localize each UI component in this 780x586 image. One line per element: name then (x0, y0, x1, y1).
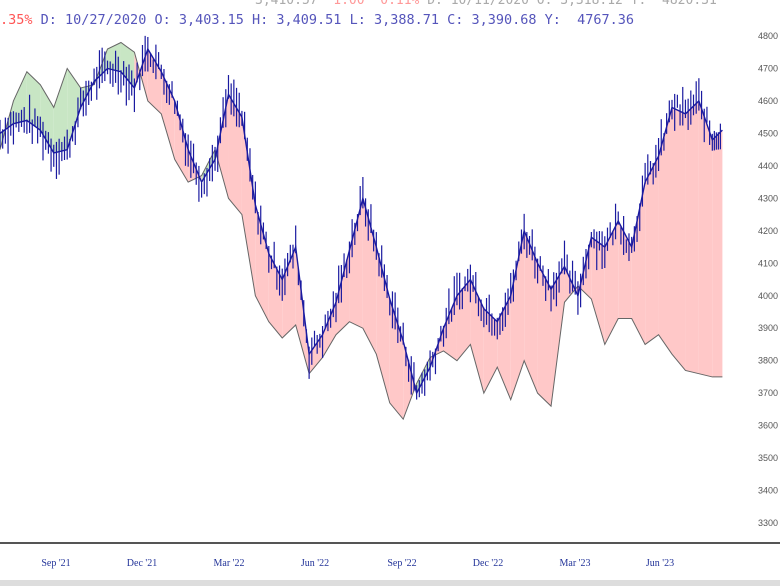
fill-band (147, 48, 162, 114)
previous-bar-readout: 3,410.57 1.00 0.11% D: 10/11/2020 O: 3,3… (255, 0, 717, 8)
x-tick-label: Mar '22 (214, 558, 245, 569)
fill-band (416, 357, 431, 394)
scrollbar[interactable] (0, 580, 780, 586)
y-tick-label: 4300 (758, 193, 778, 203)
y-tick-label: 3700 (758, 388, 778, 398)
fill-band (645, 156, 659, 345)
fill-band (631, 182, 646, 345)
fill-band (389, 299, 404, 420)
fill-band (497, 295, 511, 400)
fill-band (309, 334, 323, 374)
fill-band (712, 130, 723, 377)
fill-band (255, 204, 269, 322)
y-tick-label: 3400 (758, 486, 778, 496)
fill-band (618, 221, 632, 319)
high-value: H: 3,409.51 (252, 12, 342, 28)
y-tick-label: 4700 (758, 63, 778, 73)
indicator-line (0, 41, 723, 421)
x-tick-label: Sep '22 (387, 558, 416, 569)
date-value: D: 10/27/2020 (40, 12, 147, 28)
fill-band (215, 94, 229, 199)
y-tick-label: 4400 (758, 161, 778, 171)
fill-band (537, 263, 552, 407)
close-value: C: 3,390.68 (447, 12, 537, 28)
fill-band (349, 198, 363, 329)
x-tick-label: Mar '23 (560, 558, 591, 569)
prev-change: 1.00 (333, 0, 365, 8)
fill-band (672, 107, 686, 371)
bar-readout: .35% D: 10/27/2020 O: 3,403.15 H: 3,409.… (0, 12, 634, 28)
prev-close: 3,410.57 (255, 0, 318, 8)
fill-band (201, 149, 216, 183)
fill-band (456, 279, 471, 361)
y-tick-label: 4500 (758, 128, 778, 138)
low-value: L: 3,388.71 (349, 12, 439, 28)
fill-band (470, 279, 484, 394)
y-tick-label: 3900 (758, 323, 778, 333)
fill-band (685, 100, 699, 374)
fill-band (53, 68, 68, 153)
fill-band (524, 230, 538, 394)
fill-band (510, 230, 525, 400)
open-value: O: 3,403.15 (154, 12, 244, 28)
x-tick-label: Sep '21 (41, 558, 70, 569)
y-tick-label: 3600 (758, 421, 778, 431)
fill-band (120, 42, 135, 88)
fill-band (322, 302, 336, 358)
x-tick-label: Jun '23 (646, 558, 674, 569)
fill-band (403, 341, 417, 420)
fill-band (336, 250, 350, 335)
fill-band (698, 100, 713, 377)
y-tick-label: 4200 (758, 226, 778, 236)
fill-band (228, 94, 242, 215)
x-tick-label: Dec '22 (473, 558, 503, 569)
fill-band (107, 42, 121, 72)
fill-band (241, 117, 256, 296)
fill-band (282, 247, 296, 338)
fill-band (268, 253, 283, 338)
fill-band (67, 68, 81, 150)
pct-change: .35% (0, 12, 33, 28)
fill-band (604, 221, 619, 345)
fill-band (591, 237, 605, 345)
y-tick-label: 3800 (758, 356, 778, 366)
fill-band (376, 247, 390, 403)
y-tick-label: 4000 (758, 291, 778, 301)
y-tick-label: 4800 (758, 31, 778, 41)
y-value: Y: 4767.36 (544, 12, 635, 28)
x-tick-label: Jun '22 (301, 558, 329, 569)
y-tick-label: 4100 (758, 258, 778, 268)
y-tick-label: 4600 (758, 96, 778, 106)
y-tick-label: 3300 (758, 518, 778, 528)
fill-band (551, 266, 565, 407)
prev-ohlc: D: 10/11/2020 O: 3,318.12 Y: 4820.31 (427, 0, 717, 8)
fill-band (174, 100, 189, 183)
fill-band (13, 71, 27, 124)
fill-band (443, 295, 457, 361)
x-tick-label: Dec '21 (127, 558, 157, 569)
fill-band (483, 308, 498, 394)
y-tick-label: 3500 (758, 453, 778, 463)
fill-band (26, 71, 41, 131)
prev-pct: 0.11% (380, 0, 420, 8)
fill-band (658, 107, 672, 355)
